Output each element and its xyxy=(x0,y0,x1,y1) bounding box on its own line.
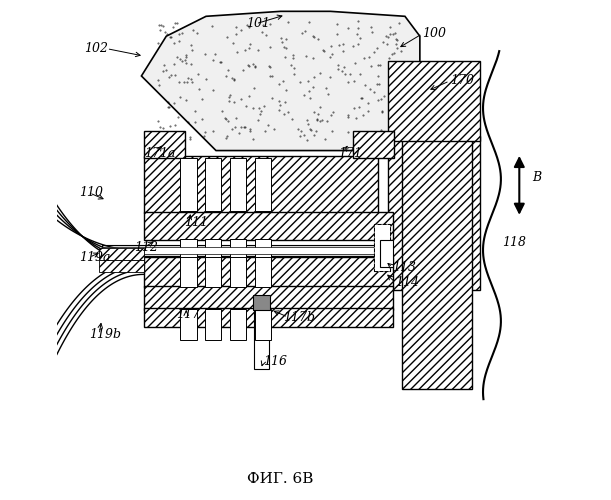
Bar xyxy=(144,308,392,327)
Bar xyxy=(99,260,144,272)
Text: 117b: 117b xyxy=(283,310,315,324)
Text: 102: 102 xyxy=(84,42,108,55)
Bar xyxy=(374,224,390,271)
Bar xyxy=(205,238,221,266)
Text: 170: 170 xyxy=(450,74,474,88)
Text: 171: 171 xyxy=(338,146,362,160)
Bar xyxy=(387,136,480,290)
Text: 119b: 119b xyxy=(89,328,121,341)
Bar xyxy=(403,120,472,389)
Text: 119a: 119a xyxy=(79,251,111,264)
Bar xyxy=(144,286,392,310)
Text: ФИГ. 6В: ФИГ. 6В xyxy=(247,472,314,486)
Bar xyxy=(387,61,480,140)
Bar xyxy=(255,238,271,266)
Text: 112: 112 xyxy=(134,241,158,254)
Text: 113: 113 xyxy=(392,261,417,274)
Bar xyxy=(205,258,221,288)
Text: 110: 110 xyxy=(79,186,103,200)
Text: 100: 100 xyxy=(422,27,447,40)
Bar xyxy=(380,240,392,268)
Text: 117: 117 xyxy=(176,308,200,321)
Bar xyxy=(230,158,246,211)
Bar xyxy=(374,224,390,271)
Bar xyxy=(180,308,197,340)
Bar xyxy=(144,130,185,158)
Text: 116: 116 xyxy=(263,356,287,368)
Bar xyxy=(254,294,270,310)
Bar xyxy=(180,238,197,266)
Text: 118: 118 xyxy=(502,236,526,249)
Text: 171a: 171a xyxy=(144,146,175,160)
Bar xyxy=(230,258,246,288)
Bar xyxy=(353,130,393,158)
Bar xyxy=(99,248,144,260)
Polygon shape xyxy=(141,12,420,150)
Text: B: B xyxy=(532,172,541,184)
Bar xyxy=(101,245,387,256)
Bar xyxy=(230,308,246,340)
Bar xyxy=(101,247,387,254)
Bar xyxy=(144,156,378,212)
Bar xyxy=(180,258,197,288)
Text: 114: 114 xyxy=(395,276,419,289)
Bar xyxy=(230,238,246,266)
Bar xyxy=(254,310,269,370)
Bar xyxy=(255,308,271,340)
Bar xyxy=(205,158,221,211)
Bar xyxy=(205,308,221,340)
Text: 101: 101 xyxy=(246,18,270,30)
Bar xyxy=(144,258,392,288)
Bar xyxy=(180,158,197,211)
Bar xyxy=(255,158,271,211)
Text: 111: 111 xyxy=(184,216,208,229)
Bar xyxy=(144,212,392,240)
Bar xyxy=(255,258,271,288)
